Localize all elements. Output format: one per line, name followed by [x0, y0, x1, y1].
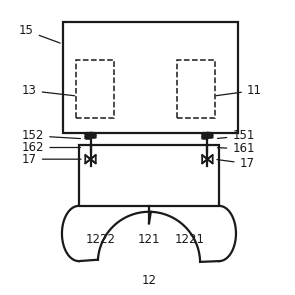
Text: 151: 151	[217, 129, 255, 142]
Text: 152: 152	[22, 129, 81, 142]
Text: 1222: 1222	[86, 233, 116, 246]
Polygon shape	[207, 155, 213, 163]
Text: 121: 121	[138, 233, 160, 246]
Polygon shape	[91, 155, 96, 163]
Text: 15: 15	[19, 24, 60, 43]
Text: 161: 161	[217, 142, 255, 155]
Text: 12: 12	[142, 274, 156, 287]
Text: 11: 11	[216, 84, 262, 97]
Text: 162: 162	[22, 141, 81, 154]
Text: 13: 13	[22, 84, 75, 97]
Text: 17: 17	[22, 153, 81, 166]
Bar	[76, 60, 114, 118]
Text: 1221: 1221	[175, 233, 205, 246]
Polygon shape	[85, 155, 91, 163]
Bar	[79, 145, 219, 206]
Text: 17: 17	[217, 157, 255, 170]
Bar	[63, 22, 238, 133]
Polygon shape	[202, 155, 207, 163]
Bar	[177, 60, 215, 118]
